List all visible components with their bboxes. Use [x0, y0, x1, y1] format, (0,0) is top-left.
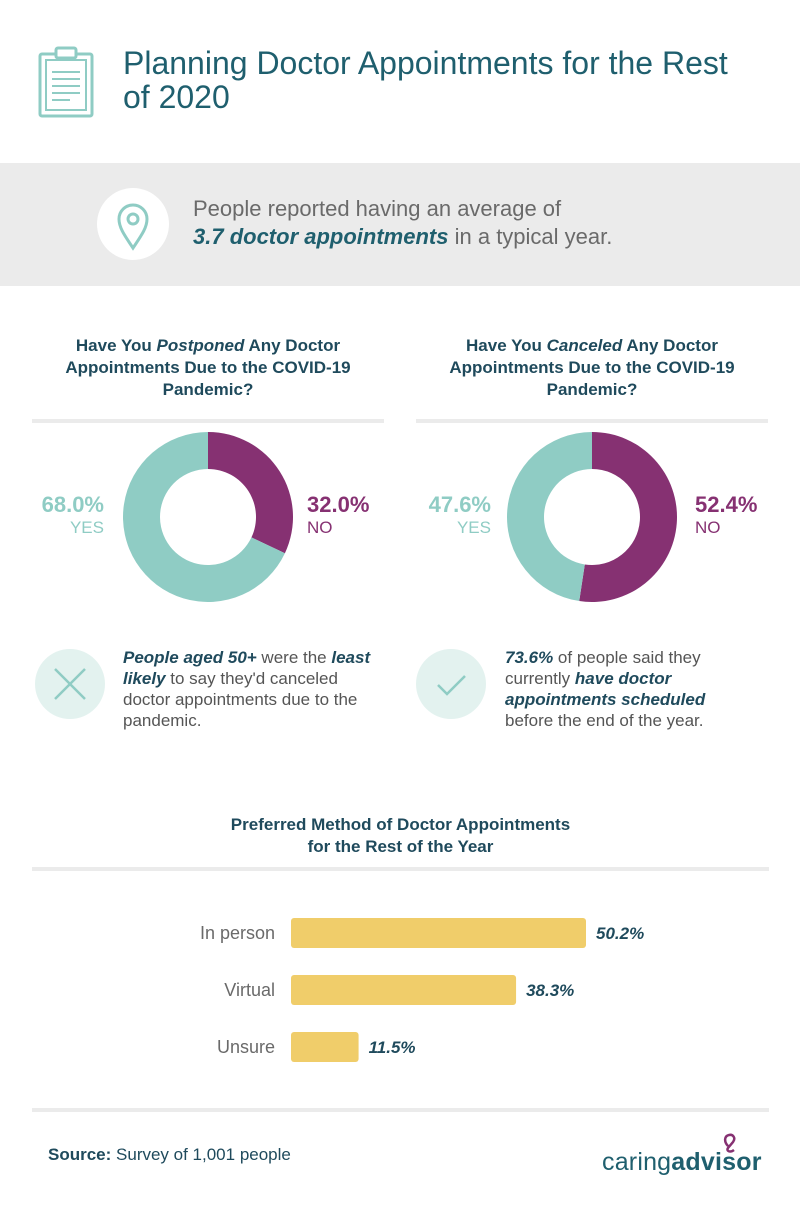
- canceled-slice-no: [579, 432, 677, 602]
- bar-value-label: 38.3%: [526, 981, 574, 1000]
- postponed-question-title: Have You Postponed Any Doctor Appointmen…: [65, 336, 351, 399]
- postponed-yes-label: YES: [69, 518, 104, 537]
- banner-suffix: in a typical year.: [454, 224, 613, 249]
- bar-value-label: 11.5%: [369, 1038, 416, 1057]
- bar-value-label: 50.2%: [596, 924, 644, 943]
- x-badge: [35, 649, 105, 719]
- postponed-no-percent: 32.0%: [307, 492, 370, 517]
- divider: [32, 419, 384, 423]
- bar-category-label: Unsure: [217, 1037, 275, 1057]
- location-badge: [97, 188, 169, 260]
- postponed-no-label: NO: [307, 518, 333, 537]
- checkmark-icon: [437, 675, 466, 696]
- clipboard-icon: [38, 46, 94, 118]
- canceled-slice-yes: [507, 432, 592, 602]
- divider: [416, 419, 768, 423]
- age-insight-note: People aged 50+ were the least likely to…: [123, 648, 371, 730]
- page-title: Planning Doctor Appointments for the Res…: [123, 45, 728, 115]
- banner-prefix: People reported having an average of: [193, 196, 562, 221]
- postponed-slice-no: [208, 432, 293, 554]
- source-note: Source: Survey of 1,001 people: [48, 1145, 291, 1164]
- preferred-method-bar-chart: In person 50.2% Virtual 38.3% Unsure 11.5%: [200, 918, 644, 1062]
- x-icon: [54, 668, 86, 700]
- bar-chart-title: Preferred Method of Doctor Appointments f…: [230, 815, 571, 856]
- postponed-donut-chart: [123, 432, 293, 602]
- canceled-question-title: Have You Canceled Any Doctor Appointment…: [449, 336, 735, 399]
- divider: [32, 1108, 769, 1112]
- canceled-no-percent: 52.4%: [695, 492, 758, 517]
- canceled-yes-percent: 47.6%: [428, 492, 491, 517]
- stat-banner-text: People reported having an average of 3.7…: [193, 195, 753, 251]
- location-pin-icon: [117, 203, 149, 251]
- caring-advisor-logo: [723, 1133, 736, 1153]
- divider: [32, 867, 769, 871]
- canceled-no-label: NO: [695, 518, 721, 537]
- logo-wordmark: caringadvisor: [602, 1148, 762, 1176]
- banner-highlight: 3.7 doctor appointments: [193, 224, 449, 249]
- bar-category-label: Virtual: [224, 980, 275, 1000]
- bar-category-label: In person: [200, 923, 275, 943]
- postponed-slice-yes: [123, 432, 285, 602]
- bar-virtual: [291, 975, 517, 1005]
- postponed-yes-percent: 68.0%: [41, 492, 104, 517]
- bar-in-person: [291, 918, 586, 948]
- canceled-yes-label: YES: [456, 518, 491, 537]
- check-badge: [416, 649, 486, 719]
- canceled-donut-chart: [507, 432, 677, 602]
- bar-unsure: [291, 1032, 359, 1062]
- scheduled-insight-note: 73.6% of people said they currently have…: [505, 648, 706, 730]
